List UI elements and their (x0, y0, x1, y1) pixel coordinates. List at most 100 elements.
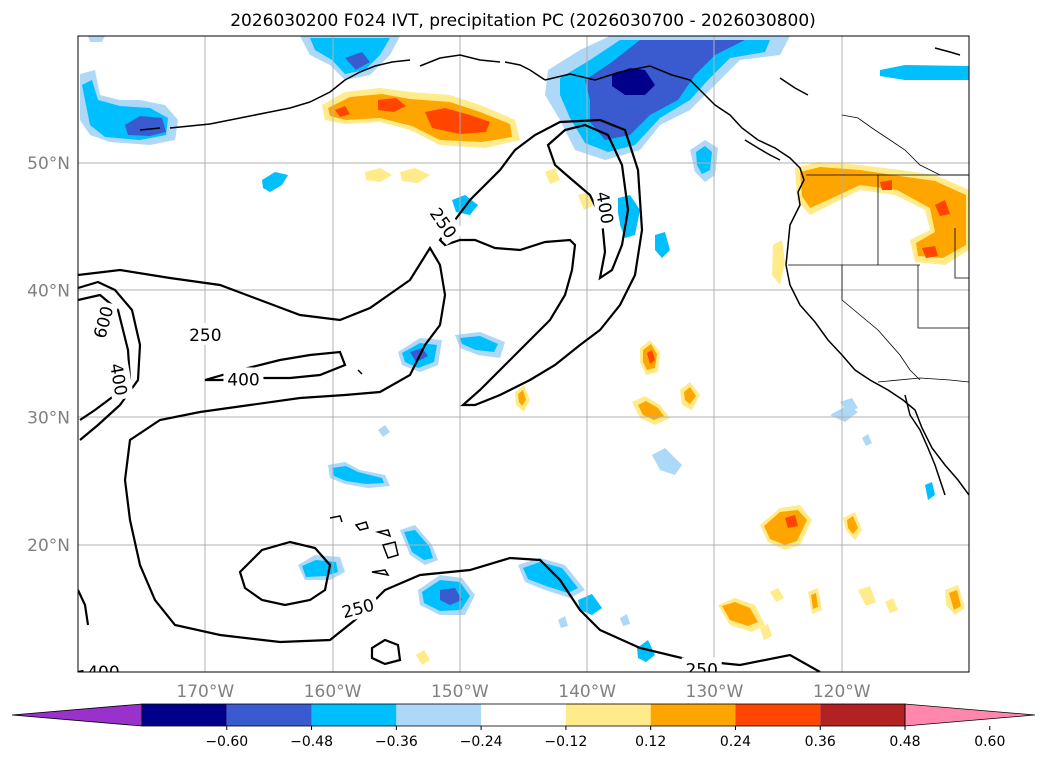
precip-small-pos-2 (400, 168, 430, 183)
colorbar-segment (735, 704, 821, 726)
colorbar-segment (226, 704, 312, 726)
lat-tick-label: 30°N (27, 409, 70, 429)
ivt-contour-label-group: 400 (83, 660, 124, 683)
precip-dot-5 (88, 36, 105, 42)
colorbar-extend-min (11, 703, 143, 727)
colorbar-extend-max (904, 703, 1036, 727)
lat-tick-label: 40°N (27, 281, 70, 301)
precip-south-6 (652, 448, 682, 475)
colorbar-segment (650, 704, 736, 726)
precip-west-coast-2 (840, 398, 858, 412)
ivt-contour-250-jet (438, 118, 644, 407)
ivt-contour-label-group: 400 (223, 367, 264, 390)
lon-tick-label: 160°W (304, 682, 362, 702)
colorbar-tick-label: 0.48 (889, 734, 920, 750)
gridlines (78, 36, 969, 672)
political-borders (788, 114, 969, 383)
colorbar: −0.60 −0.48 −0.36 −0.24 −0.12 0.12 0.24 0.36 0.4… (11, 703, 1036, 750)
precip-west-coast-3 (925, 482, 935, 500)
colorbar-tick-label: −0.24 (460, 734, 503, 750)
precip-dot-2 (558, 616, 568, 628)
precip-south-alaska-strong-3 (335, 106, 350, 117)
colorbar-segment (396, 704, 482, 726)
colorbar-tick-label: −0.60 (205, 734, 248, 750)
ivt-contour-400-inner (546, 123, 630, 281)
precip-aleutian-west-strong (125, 116, 166, 136)
precip-dot-4 (862, 434, 872, 446)
precip-baja-off-mid (764, 510, 807, 545)
ivt-contour-400-edge (78, 280, 142, 441)
lat-tick-label: 50°N (27, 154, 70, 174)
precip-small-pos-12 (760, 624, 772, 640)
precip-small-pos-10 (770, 588, 784, 602)
precip-small-pos-13 (416, 650, 430, 665)
precip-gulf-alaska-strong (585, 40, 745, 140)
ivt-contour-small-loop (370, 638, 402, 666)
colorbar-segment (565, 704, 651, 726)
precip-small-patch-3 (618, 195, 640, 238)
lon-tick-label: 170°W (176, 682, 234, 702)
map-frame (77, 35, 970, 673)
precip-mid-pos-3b (638, 401, 664, 420)
precip-south-4 (578, 594, 602, 615)
precip-mid-pos-2b (684, 387, 696, 404)
lon-tick-label: 120°W (813, 682, 871, 702)
precip-south-2-strong (440, 588, 462, 605)
precip-dot-1 (378, 425, 390, 437)
precip-south-alaska-strong-2 (425, 108, 490, 134)
ivt-contour-label-group: 400 (105, 357, 135, 401)
ivt-contour-label: 400 (227, 370, 259, 390)
ivt-contour-label-bg (335, 591, 380, 624)
precip-small-patch-4 (655, 232, 670, 258)
lat-tick-label: 20°N (27, 536, 70, 556)
ivt-contours (78, 118, 821, 672)
precip-cal-offshore (772, 240, 785, 285)
precip-pnw-strong-1 (935, 200, 950, 216)
precip-south-alaska-strong-1 (378, 98, 406, 112)
colorbar-tick-label: 0.12 (635, 734, 666, 750)
colorbar-outline (141, 703, 906, 727)
colorbar-tick-label: 0.60 (974, 734, 1005, 750)
precip-south-5 (637, 640, 655, 662)
precip-baja-off-strong (785, 515, 798, 528)
precip-small-patch-5b (696, 146, 712, 174)
precip-northeast-strip (880, 65, 969, 80)
ivt-contour-label-bg (223, 367, 264, 390)
precip-small-pos-9b (949, 590, 961, 610)
lon-tick-label: 150°W (431, 682, 489, 702)
precip-small-pos-3 (545, 168, 560, 184)
ivt-contour-label-bg (591, 185, 621, 230)
colorbar-segment (311, 704, 397, 726)
ivt-contour-label-bg (86, 299, 119, 345)
ivt-contour-label-bg (681, 657, 722, 672)
ivt-contour-label-bg (105, 357, 135, 401)
chart-title: 2026030200 F024 IVT, precipitation PC (2… (230, 11, 816, 31)
colorbar-segment (820, 704, 905, 726)
longitude-tick-labels: 170°W 160°W 150°W 140°W 130°W 120°W (176, 682, 870, 702)
lon-tick-label: 130°W (686, 682, 744, 702)
colorbar-tick-label: −0.48 (290, 734, 333, 750)
ivt-contour-250-hawaii-loop (238, 540, 332, 607)
latitude-tick-labels: 50°N 40°N 30°N 20°N (27, 154, 70, 556)
precip-gulf-alaska-max (612, 68, 655, 95)
colorbar-tick-label: −0.12 (544, 734, 587, 750)
lon-tick-label: 140°W (558, 682, 616, 702)
precip-hawaii-north-mid (332, 466, 384, 484)
precip-bering-mid (310, 38, 390, 74)
precip-pnw-strong-3 (880, 180, 892, 190)
ivt-contour-west-edge (78, 589, 90, 626)
precip-bering-strong (345, 52, 370, 70)
precip-mid-pacific-2b (460, 336, 498, 352)
precip-small-pos-8 (858, 586, 876, 606)
precip-small-patch-1 (262, 172, 288, 192)
ivt-contour-label: 400 (87, 663, 119, 683)
coastlines (139, 47, 969, 577)
precip-pnw-strong-2 (922, 246, 938, 258)
colorbar-tick-label: 0.36 (805, 734, 836, 750)
precip-dot-3 (620, 614, 630, 626)
precip-small-pos-1 (365, 168, 392, 182)
ivt-contour-600-edge (78, 293, 132, 421)
precip-small-pos-5b (847, 516, 858, 534)
